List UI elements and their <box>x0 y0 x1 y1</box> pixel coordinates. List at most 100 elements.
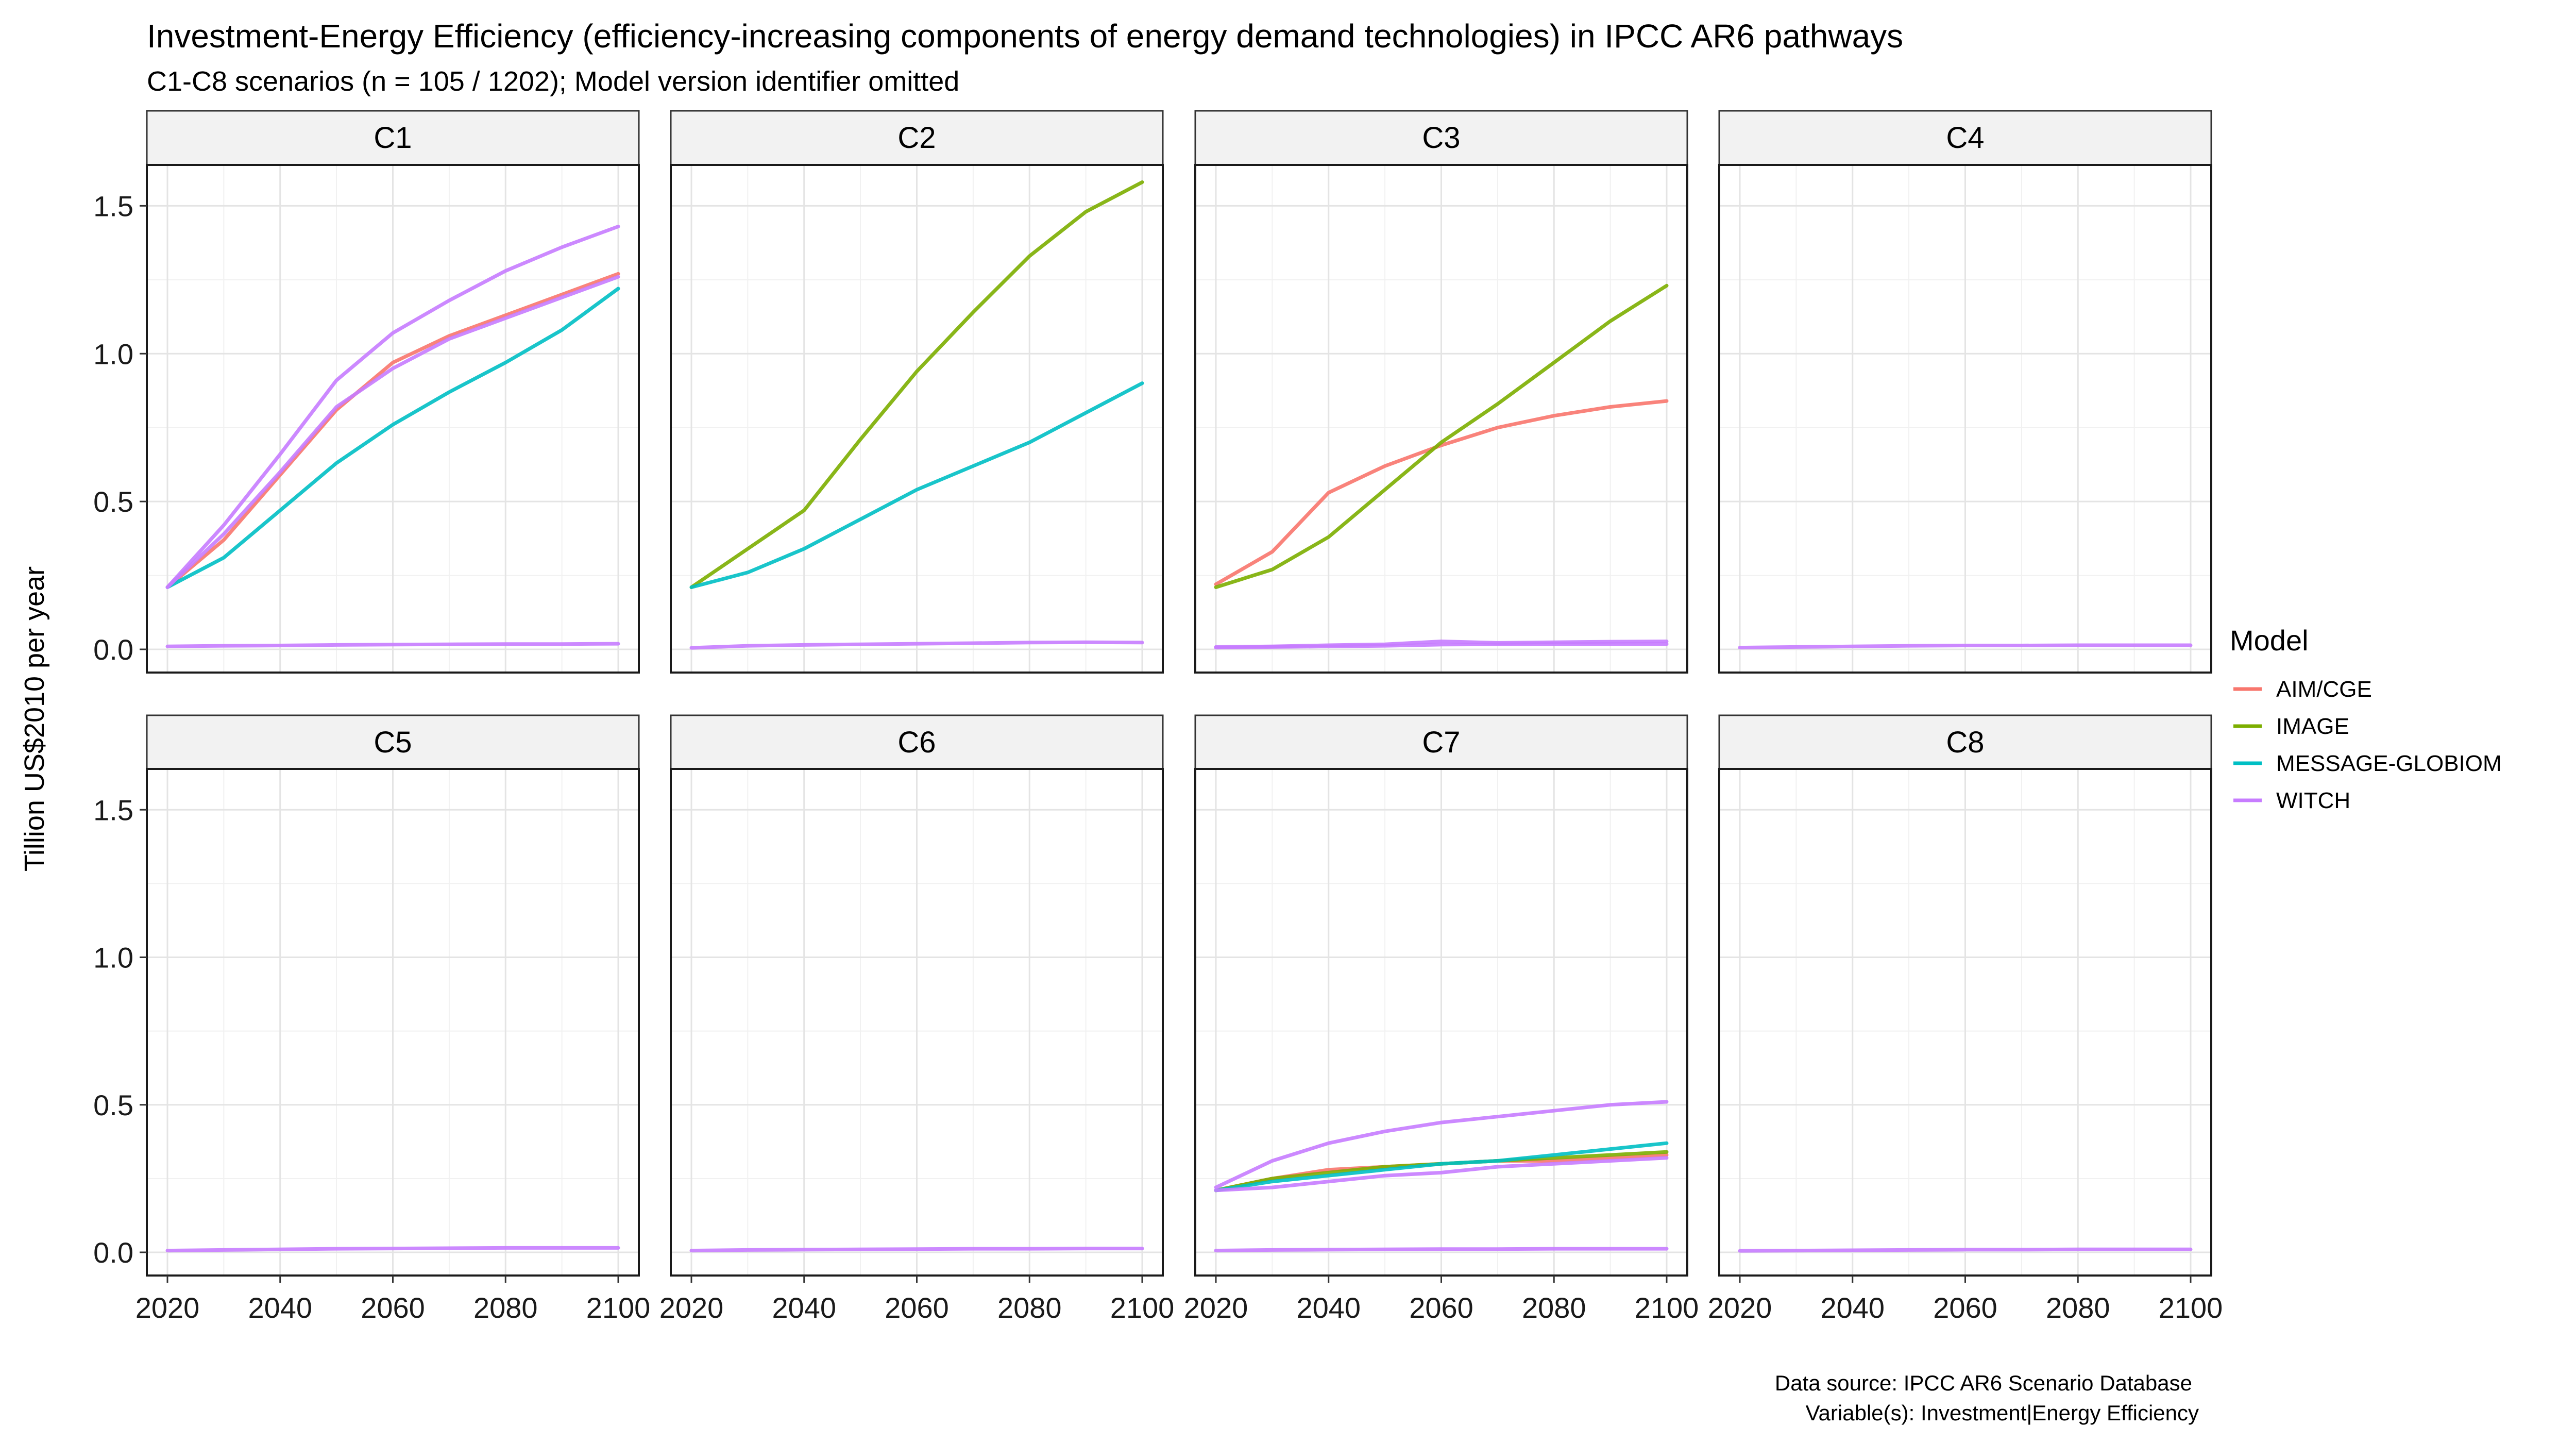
facet-strip <box>146 714 640 770</box>
x-tick-label: 2020 <box>1184 1291 1248 1324</box>
x-tick-label: 2100 <box>2159 1291 2223 1324</box>
series-line-witch <box>1214 1156 1669 1193</box>
panel-border <box>1718 164 2212 674</box>
gridlines <box>1719 165 2211 673</box>
gridlines <box>671 165 1163 673</box>
facet-c2: C2 <box>670 110 1164 674</box>
facet-c4: C4 <box>1718 110 2212 674</box>
facet-strip-label: C6 <box>897 726 936 759</box>
facet-strip-label: C4 <box>1946 121 1984 155</box>
facet-strip <box>146 110 640 166</box>
x-tick-label: 2020 <box>1708 1291 1772 1324</box>
x-tick-label: 2100 <box>1635 1291 1699 1324</box>
y-axis-title: Tillion US$2010 per year <box>19 566 50 871</box>
facet-strip <box>1194 110 1688 166</box>
caption-variable: Variable(s): Investment|Energy Efficienc… <box>1806 1401 2199 1425</box>
legend-label-witch: WITCH <box>2276 788 2350 813</box>
facet-strip <box>1718 110 2212 166</box>
legend-label-message-globiom: MESSAGE-GLOBIOM <box>2276 751 2502 776</box>
series-line-witch <box>689 640 1144 650</box>
series-line-aim-cge <box>165 272 620 589</box>
facet-c6: C6 2020 2040 2060 2080 2100 <box>659 714 1175 1324</box>
y-tick-label: 0.0 <box>93 633 133 666</box>
x-tick-label: 2100 <box>586 1291 651 1324</box>
legend-title: Model <box>2230 624 2309 657</box>
x-tick-label: 2080 <box>1522 1291 1586 1324</box>
y-tick-label: 1.5 <box>93 794 133 826</box>
series-line-witch <box>1214 1247 1669 1253</box>
series-lines <box>165 225 620 648</box>
chart-subtitle: C1-C8 scenarios (n = 105 / 1202); Model … <box>147 66 959 97</box>
x-tick-label: 2080 <box>2046 1291 2110 1324</box>
x-tick-label: 2040 <box>248 1291 312 1324</box>
facet-c8: C8 2020 2040 2060 2080 2100 <box>1708 714 2223 1324</box>
facet-strip <box>670 714 1164 770</box>
facet-strip-label: C5 <box>374 726 412 759</box>
x-tick-label: 2040 <box>1820 1291 1885 1324</box>
gridlines <box>671 769 1163 1276</box>
y-tick-label: 1.0 <box>93 942 133 974</box>
facet-strip-label: C3 <box>1422 121 1460 155</box>
series-line-image <box>689 180 1144 589</box>
panel-border <box>146 164 640 674</box>
gridlines <box>1719 769 2211 1276</box>
facet-strip-label: C8 <box>1946 726 1984 759</box>
y-tick-label: 1.0 <box>93 338 133 370</box>
series-lines <box>1214 283 1669 650</box>
series-lines <box>689 180 1144 650</box>
series-line-message-globiom <box>689 381 1144 589</box>
x-tick-label: 2020 <box>659 1291 724 1324</box>
series-line-aim-cge <box>1214 399 1669 586</box>
series-line-witch <box>1214 642 1669 650</box>
x-tick-label: 2060 <box>1409 1291 1473 1324</box>
series-line-image <box>1214 283 1669 589</box>
series-line-witch <box>165 1246 620 1253</box>
series-line-witch <box>1214 1100 1669 1189</box>
series-lines <box>165 1246 620 1253</box>
x-tick-label: 2100 <box>1110 1291 1175 1324</box>
x-tick-label: 2040 <box>772 1291 836 1324</box>
series-line-message-globiom <box>165 287 620 589</box>
y-tick-label: 0.0 <box>93 1236 133 1269</box>
series-line-witch <box>1738 643 2193 650</box>
facet-strip-label: C7 <box>1422 726 1460 759</box>
series-lines <box>1738 1247 2193 1253</box>
series-line-witch <box>165 225 620 589</box>
gridlines <box>147 769 639 1276</box>
y-tick-label: 0.5 <box>93 485 133 518</box>
series-lines <box>1214 1100 1669 1253</box>
series-lines <box>1738 643 2193 650</box>
x-tick-label: 2060 <box>1933 1291 1997 1324</box>
facet-c3: C3 <box>1194 110 1688 674</box>
x-tick-label: 2080 <box>473 1291 538 1324</box>
facet-c1: C1 0.0 0.5 1.0 1.5 <box>93 110 640 674</box>
facet-grid: C1 0.0 0.5 1.0 1.5 C2 C3 C4 C5 0.0 0.5 1.0 1.5 2020 20… <box>93 110 2223 1324</box>
panel-border <box>670 164 1164 674</box>
panel-border <box>1194 164 1688 674</box>
series-line-message-globiom <box>1214 1141 1669 1193</box>
facet-strip-label: C1 <box>374 121 412 155</box>
series-line-witch <box>165 642 620 648</box>
series-line-witch <box>1738 1247 2193 1253</box>
chart-title: Investment-Energy Efficiency (efficiency… <box>147 18 1903 55</box>
gridlines <box>147 165 639 673</box>
y-tick-label: 0.5 <box>93 1089 133 1121</box>
x-tick-label: 2080 <box>997 1291 1062 1324</box>
x-tick-label: 2020 <box>135 1291 200 1324</box>
facet-c5: C5 0.0 0.5 1.0 1.5 2020 2040 2060 2080 2100 <box>93 714 651 1324</box>
gridlines <box>1195 165 1687 673</box>
facet-strip-label: C2 <box>897 121 936 155</box>
y-tick-label: 1.5 <box>93 190 133 222</box>
series-line-witch <box>689 1247 1144 1253</box>
x-tick-label: 2040 <box>1296 1291 1361 1324</box>
facet-c7: C7 2020 2040 2060 2080 2100 <box>1184 714 1699 1324</box>
legend-label-image: IMAGE <box>2276 714 2349 739</box>
series-lines <box>689 1247 1144 1253</box>
legend: Model AIM/CGE IMAGE MESSAGE-GLOBIOM WITCH <box>2230 624 2502 813</box>
caption-source: Data source: IPCC AR6 Scenario Database <box>1775 1371 2192 1395</box>
y-axis-title-group: Tillion US$2010 per year <box>19 566 50 871</box>
legend-label-aim-cge: AIM/CGE <box>2276 677 2372 702</box>
x-tick-label: 2060 <box>361 1291 425 1324</box>
x-tick-label: 2060 <box>885 1291 949 1324</box>
